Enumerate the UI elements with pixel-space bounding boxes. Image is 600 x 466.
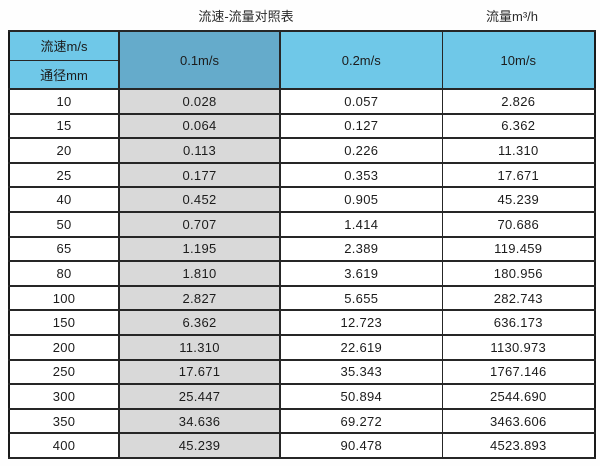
flow-value-cell-0-2ms: 12.723 (279, 309, 443, 336)
diameter-cell: 65 (8, 235, 120, 263)
diameter-cell: 150 (8, 309, 120, 336)
corner-velocity-label: 流速m/s (10, 32, 118, 61)
flow-value-cell-0-1ms: 6.362 (118, 309, 281, 336)
flow-value-cell-10ms: 282.743 (441, 284, 596, 312)
flow-value-cell-0-2ms: 1.414 (279, 210, 443, 238)
flow-value-cell-10ms: 3463.606 (441, 407, 596, 435)
flow-value-cell-0-2ms: 3.619 (279, 260, 443, 287)
flow-value-cell-10ms: 2.826 (441, 88, 596, 115)
table-header: 流速m/s 通径mm 0.1m/s 0.2m/s 10m/s (8, 30, 596, 90)
diameter-cell: 250 (8, 358, 120, 386)
flow-value-cell-0-2ms: 22.619 (279, 333, 443, 361)
diameter-cell: 40 (8, 186, 120, 213)
diameter-cell: 200 (8, 333, 120, 361)
diameter-cell: 20 (8, 137, 120, 164)
corner-split-box: 流速m/s 通径mm (10, 32, 118, 88)
table-row: 350 34.636 69.272 3463.606 (8, 407, 596, 435)
flow-value-cell-0-1ms: 0.064 (118, 112, 281, 140)
flow-value-cell-10ms: 636.173 (441, 309, 596, 336)
flow-value-cell-10ms: 6.362 (441, 112, 596, 140)
flow-value-cell-0-2ms: 50.894 (279, 383, 443, 410)
table-row: 200 11.310 22.619 1130.973 (8, 333, 596, 361)
table-body: 10 0.028 0.057 2.826 15 0.064 0.127 6.362 20 0.11… (8, 88, 596, 459)
table-row: 80 1.810 3.619 180.956 (8, 260, 596, 287)
flow-value-cell-0-2ms: 90.478 (279, 432, 443, 459)
flow-value-cell-0-2ms: 69.272 (279, 407, 443, 435)
flow-value-cell-10ms: 2544.690 (441, 383, 596, 410)
flow-value-cell-0-2ms: 0.353 (279, 161, 443, 189)
flow-value-cell-0-1ms: 2.827 (118, 284, 281, 312)
column-header-0-1ms: 0.1m/s (118, 30, 281, 90)
flow-value-cell-10ms: 45.239 (441, 186, 596, 213)
flow-value-cell-0-1ms: 11.310 (118, 333, 281, 361)
diameter-cell: 80 (8, 260, 120, 287)
flow-value-cell-10ms: 17.671 (441, 161, 596, 189)
caption-row: 流速-流量对照表 流量m³/h (0, 6, 600, 26)
diameter-cell: 10 (8, 88, 120, 115)
table-row: 20 0.113 0.226 11.310 (8, 137, 596, 164)
table-row: 150 6.362 12.723 636.173 (8, 309, 596, 336)
diameter-cell: 100 (8, 284, 120, 312)
flow-value-cell-0-1ms: 0.177 (118, 161, 281, 189)
flow-value-cell-0-1ms: 45.239 (118, 432, 281, 459)
flow-value-cell-0-1ms: 1.810 (118, 260, 281, 287)
flow-value-cell-10ms: 180.956 (441, 260, 596, 287)
flow-rate-table: 流速m/s 通径mm 0.1m/s 0.2m/s 10m/s 10 0.028 0.… (8, 30, 596, 459)
header-row: 流速m/s 通径mm 0.1m/s 0.2m/s 10m/s (8, 30, 596, 90)
table-row: 400 45.239 90.478 4523.893 (8, 432, 596, 459)
diameter-cell: 50 (8, 210, 120, 238)
flow-value-cell-0-2ms: 0.057 (279, 88, 443, 115)
flow-value-cell-0-1ms: 0.707 (118, 210, 281, 238)
diameter-cell: 350 (8, 407, 120, 435)
diameter-cell: 25 (8, 161, 120, 189)
table-row: 100 2.827 5.655 282.743 (8, 284, 596, 312)
table-title: 流速-流量对照表 (198, 9, 294, 24)
table-row: 25 0.177 0.353 17.671 (8, 161, 596, 189)
flow-value-cell-0-1ms: 17.671 (118, 358, 281, 386)
flow-value-cell-10ms: 1767.146 (441, 358, 596, 386)
flow-rate-unit-label: 流量m³/h (485, 9, 539, 24)
flow-value-cell-0-1ms: 25.447 (118, 383, 281, 410)
flow-value-cell-10ms: 11.310 (441, 137, 596, 164)
flow-value-cell-10ms: 119.459 (441, 235, 596, 263)
corner-header-cell: 流速m/s 通径mm (8, 30, 120, 90)
flow-value-cell-0-2ms: 2.389 (279, 235, 443, 263)
table-row: 10 0.028 0.057 2.826 (8, 88, 596, 115)
flow-value-cell-10ms: 4523.893 (441, 432, 596, 459)
flow-value-cell-0-2ms: 5.655 (279, 284, 443, 312)
flow-value-cell-0-1ms: 1.195 (118, 235, 281, 263)
column-header-10ms: 10m/s (441, 30, 596, 90)
flow-value-cell-0-2ms: 35.343 (279, 358, 443, 386)
diameter-cell: 400 (8, 432, 120, 459)
flow-value-cell-0-2ms: 0.226 (279, 137, 443, 164)
table-row: 65 1.195 2.389 119.459 (8, 235, 596, 263)
table-row: 50 0.707 1.414 70.686 (8, 210, 596, 238)
table-row: 40 0.452 0.905 45.239 (8, 186, 596, 213)
diameter-cell: 300 (8, 383, 120, 410)
flow-value-cell-0-2ms: 0.905 (279, 186, 443, 213)
column-header-0-2ms: 0.2m/s (279, 30, 443, 90)
flow-value-cell-10ms: 70.686 (441, 210, 596, 238)
table-row: 300 25.447 50.894 2544.690 (8, 383, 596, 410)
table-row: 250 17.671 35.343 1767.146 (8, 358, 596, 386)
flow-value-cell-0-1ms: 0.028 (118, 88, 281, 115)
table-row: 15 0.064 0.127 6.362 (8, 112, 596, 140)
corner-diameter-label: 通径mm (40, 67, 88, 83)
flow-value-cell-0-2ms: 0.127 (279, 112, 443, 140)
diameter-cell: 15 (8, 112, 120, 140)
flow-value-cell-0-1ms: 34.636 (118, 407, 281, 435)
flow-value-cell-0-1ms: 0.113 (118, 137, 281, 164)
flow-value-cell-0-1ms: 0.452 (118, 186, 281, 213)
flow-value-cell-10ms: 1130.973 (441, 333, 596, 361)
